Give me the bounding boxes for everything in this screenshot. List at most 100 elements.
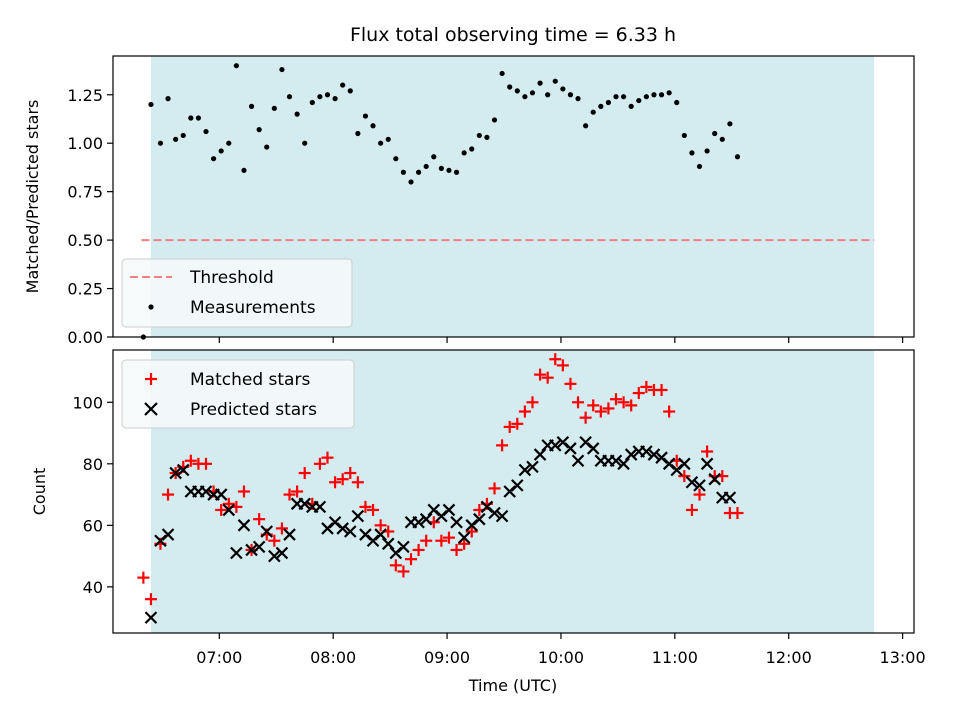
predicted-star-marker <box>298 497 311 511</box>
measurement-point <box>727 121 733 127</box>
predicted-star-marker <box>640 445 653 458</box>
x-tick-label: 11:00 <box>652 648 698 667</box>
predicted-star-marker <box>252 540 266 554</box>
matched-star-marker <box>298 467 311 480</box>
measurement-point <box>545 92 551 98</box>
matched-star-marker <box>731 507 744 520</box>
measurement-point <box>719 136 725 142</box>
x-axis-ticks: 07:00 08:00 09:00 10:00 11:00 12:00 13:00 <box>196 633 926 667</box>
predicted-star-marker <box>176 463 190 477</box>
matched-star-marker <box>435 534 448 547</box>
chart-title: Flux total observing time = 6.33 h <box>350 24 676 46</box>
predicted-star-marker <box>419 512 433 526</box>
measurement-point <box>476 132 482 139</box>
predicted-star-marker <box>678 457 691 471</box>
measurement-point <box>712 130 718 137</box>
measurement-point <box>332 96 338 102</box>
predicted-star-points <box>144 436 737 624</box>
legend-matched-swatch <box>145 373 157 385</box>
predicted-star-marker <box>548 439 562 452</box>
matched-star-marker <box>344 467 357 480</box>
predicted-star-marker <box>708 472 721 486</box>
measurement-point <box>552 78 558 84</box>
legend-measurements-swatch <box>148 304 154 310</box>
predicted-star-marker <box>397 540 410 554</box>
matched-star-marker <box>412 543 425 556</box>
matched-star-marker <box>359 500 372 513</box>
measurement-point <box>514 88 520 94</box>
measurement-point <box>415 169 422 175</box>
y-tick-label: 0.50 <box>67 231 103 250</box>
x-tick-label: 10:00 <box>538 648 584 667</box>
matched-star-marker <box>367 503 380 516</box>
legend-matched-label: Matched stars <box>190 370 310 390</box>
measurement-point <box>560 86 566 92</box>
measurement-point <box>317 94 323 100</box>
measurement-point <box>400 169 407 175</box>
matched-star-marker <box>405 553 418 566</box>
measurement-point <box>165 96 171 102</box>
matched-star-marker <box>678 470 691 483</box>
measurement-point <box>248 103 255 109</box>
matched-star-marker <box>617 396 630 409</box>
predicted-star-marker <box>617 457 630 471</box>
matched-star-marker <box>329 476 342 489</box>
measurement-point <box>567 92 574 98</box>
matched-star-marker <box>488 482 501 495</box>
predicted-star-marker <box>260 525 274 538</box>
measurement-point <box>605 99 612 106</box>
measurement-point <box>704 148 710 154</box>
y-tick-label: 60 <box>83 516 103 535</box>
x-tick-label: 13:00 <box>880 648 926 667</box>
x-tick-label: 09:00 <box>424 648 470 667</box>
x-axis-label: Time (UTC) <box>468 676 557 695</box>
measurement-point <box>491 117 498 123</box>
measurement-point <box>157 140 164 146</box>
predicted-star-marker <box>313 500 327 514</box>
predicted-star-marker <box>571 454 585 468</box>
measurement-point <box>294 111 300 117</box>
predicted-star-marker <box>336 522 349 535</box>
matched-star-marker <box>222 497 235 510</box>
legend-threshold-label: Threshold <box>189 268 274 288</box>
measurement-point <box>173 136 179 142</box>
measurement-point <box>575 96 581 102</box>
predicted-star-marker <box>586 442 600 455</box>
y-tick-label: 40 <box>83 578 103 597</box>
matched-star-marker <box>215 503 228 516</box>
y-tick-label: 1.00 <box>67 134 103 153</box>
matched-star-marker <box>442 531 455 544</box>
matched-star-marker <box>268 534 281 547</box>
matched-star-marker <box>587 399 600 412</box>
matched-star-marker <box>541 371 554 384</box>
measurement-point <box>643 94 649 100</box>
matched-star-marker <box>144 593 157 606</box>
predicted-star-marker <box>214 488 228 501</box>
matched-star-marker <box>609 393 622 406</box>
measurement-point <box>324 92 331 98</box>
legend-predicted-label: Predicted stars <box>190 400 317 420</box>
measurement-point <box>302 140 308 146</box>
matched-star-marker <box>625 399 638 412</box>
measurement-point <box>628 103 634 109</box>
predicted-star-marker <box>351 509 365 523</box>
measurement-point <box>218 148 224 154</box>
predicted-star-marker <box>533 448 547 461</box>
measurement-point <box>233 63 239 69</box>
predicted-star-marker <box>199 485 213 498</box>
predicted-star-marker <box>450 515 463 529</box>
matched-star-marker <box>275 522 288 535</box>
y-tick-label: 100 <box>72 393 103 412</box>
measurement-point <box>469 146 475 152</box>
matched-star-marker <box>397 565 410 578</box>
matched-star-marker <box>162 488 175 501</box>
measurement-point <box>286 94 293 100</box>
measurement-point <box>378 140 384 146</box>
measurement-point <box>431 154 437 160</box>
matched-star-marker <box>237 485 250 498</box>
predicted-star-marker <box>473 512 486 526</box>
measurement-point <box>681 132 687 139</box>
predicted-star-marker <box>374 528 387 541</box>
predicted-star-marker <box>144 611 158 624</box>
measurement-point <box>148 101 154 108</box>
